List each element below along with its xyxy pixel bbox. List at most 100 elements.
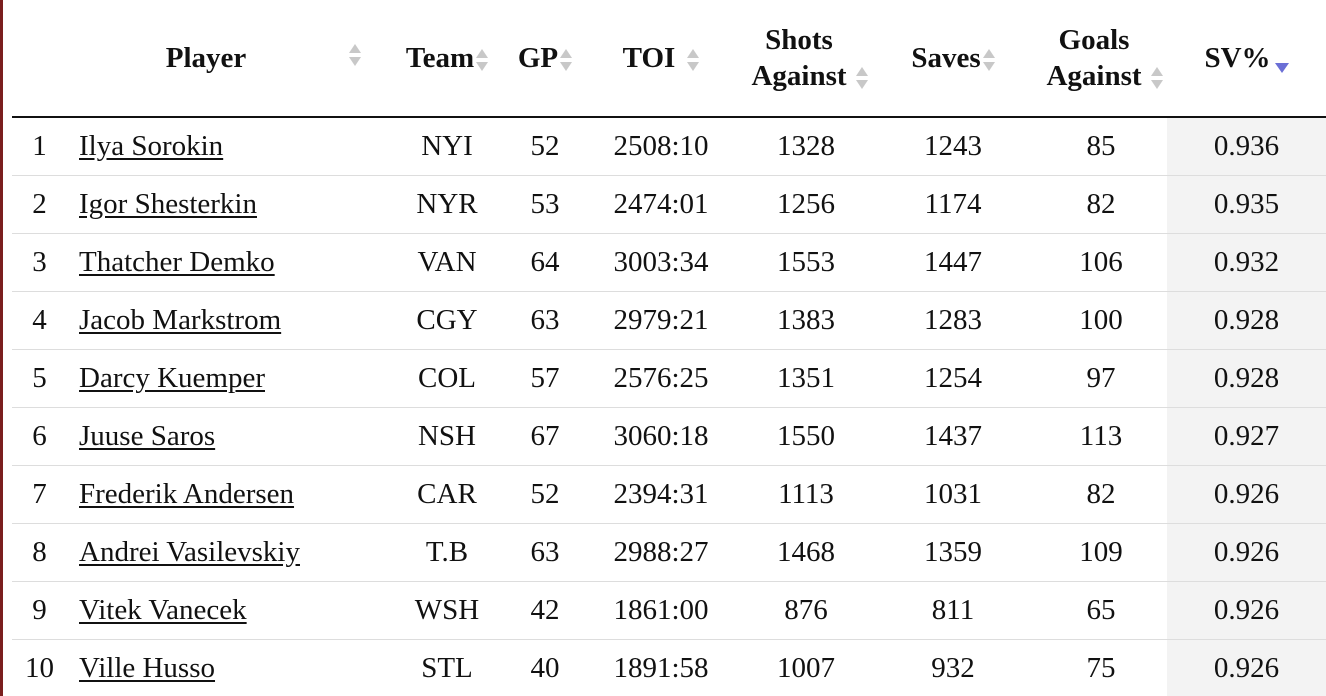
rank-cell: 3 — [12, 233, 67, 292]
header-goals-against[interactable]: Goals Against — [1035, 0, 1167, 118]
header-player[interactable]: Player — [67, 0, 385, 118]
player-link[interactable]: Andrei Vasilevskiy — [79, 535, 300, 568]
player-cell: Vitek Vanecek — [67, 581, 385, 640]
toi-cell: 1891:58 — [581, 639, 741, 696]
rank-cell: 8 — [12, 523, 67, 582]
gp-cell: 53 — [509, 175, 581, 234]
rank-cell: 1 — [12, 117, 67, 176]
team-cell: NSH — [385, 407, 509, 466]
sort-arrows-icon[interactable] — [1151, 63, 1163, 93]
saves-cell: 1174 — [871, 175, 1035, 234]
player-cell: Darcy Kuemper — [67, 349, 385, 408]
header-shots-against-label: Shots Against — [751, 24, 847, 92]
header-gp[interactable]: GP — [509, 0, 581, 118]
team-cell: NYI — [385, 117, 509, 176]
saves-cell: 1283 — [871, 291, 1035, 350]
toi-cell: 2576:25 — [581, 349, 741, 408]
shots-against-cell: 1113 — [741, 465, 871, 524]
saves-cell: 1243 — [871, 117, 1035, 176]
header-sv-pct[interactable]: SV% — [1167, 0, 1326, 118]
gp-cell: 63 — [509, 523, 581, 582]
player-cell: Jacob Markstrom — [67, 291, 385, 350]
sv-pct-cell: 0.935 — [1167, 175, 1326, 234]
toi-cell: 2394:31 — [581, 465, 741, 524]
player-link[interactable]: Ilya Sorokin — [79, 129, 224, 162]
sort-arrows-icon[interactable] — [982, 45, 995, 75]
player-link[interactable]: Jacob Markstrom — [79, 303, 282, 336]
goals-against-cell: 65 — [1035, 581, 1167, 640]
header-player-label: Player — [165, 42, 247, 74]
saves-cell: 1437 — [871, 407, 1035, 466]
player-link[interactable]: Darcy Kuemper — [79, 361, 265, 394]
goals-against-cell: 106 — [1035, 233, 1167, 292]
player-cell: Juuse Saros — [67, 407, 385, 466]
left-border — [0, 0, 3, 696]
sv-pct-cell: 0.928 — [1167, 291, 1326, 350]
team-cell: T.B — [385, 523, 509, 582]
sort-arrows-icon[interactable] — [476, 45, 489, 75]
shots-against-cell: 1383 — [741, 291, 871, 350]
header-team[interactable]: Team — [385, 0, 509, 118]
table-row: 7 Frederik Andersen CAR 52 2394:31 1113 … — [12, 465, 1326, 524]
team-cell: STL — [385, 639, 509, 696]
toi-cell: 2979:21 — [581, 291, 741, 350]
header-saves-label: Saves — [911, 42, 981, 74]
rank-cell: 10 — [12, 639, 67, 696]
table-row: 1 Ilya Sorokin NYI 52 2508:10 1328 1243 … — [12, 117, 1326, 176]
sort-arrows-icon[interactable] — [687, 45, 700, 75]
shots-against-cell: 1553 — [741, 233, 871, 292]
team-cell: CAR — [385, 465, 509, 524]
gp-cell: 42 — [509, 581, 581, 640]
sv-pct-cell: 0.926 — [1167, 465, 1326, 524]
header-rank — [12, 0, 67, 118]
sort-arrows-icon[interactable] — [856, 63, 868, 93]
toi-cell: 3003:34 — [581, 233, 741, 292]
sort-arrows-icon[interactable] — [349, 40, 361, 70]
header-shots-against[interactable]: Shots Against — [741, 0, 871, 118]
player-link[interactable]: Igor Shesterkin — [79, 187, 257, 220]
team-cell: CGY — [385, 291, 509, 350]
rank-cell: 4 — [12, 291, 67, 350]
player-cell: Ilya Sorokin — [67, 117, 385, 176]
player-link[interactable]: Thatcher Demko — [79, 245, 275, 278]
shots-against-cell: 1007 — [741, 639, 871, 696]
sort-arrows-icon[interactable] — [560, 45, 573, 75]
sv-pct-cell: 0.932 — [1167, 233, 1326, 292]
sv-pct-cell: 0.926 — [1167, 639, 1326, 696]
table-row: 3 Thatcher Demko VAN 64 3003:34 1553 144… — [12, 233, 1326, 292]
player-link[interactable]: Juuse Saros — [79, 419, 216, 452]
gp-cell: 52 — [509, 117, 581, 176]
player-link[interactable]: Ville Husso — [79, 651, 216, 684]
player-cell: Frederik Andersen — [67, 465, 385, 524]
goals-against-cell: 100 — [1035, 291, 1167, 350]
player-cell: Ville Husso — [67, 639, 385, 696]
table-header: Player Team GP TOI Shots Against Saves — [12, 0, 1326, 118]
table-row: 6 Juuse Saros NSH 67 3060:18 1550 1437 1… — [12, 407, 1326, 466]
sv-pct-cell: 0.927 — [1167, 407, 1326, 466]
gp-cell: 52 — [509, 465, 581, 524]
shots-against-cell: 1256 — [741, 175, 871, 234]
sv-pct-cell: 0.926 — [1167, 523, 1326, 582]
goals-against-cell: 82 — [1035, 175, 1167, 234]
header-saves[interactable]: Saves — [871, 0, 1035, 118]
saves-cell: 1447 — [871, 233, 1035, 292]
goals-against-cell: 75 — [1035, 639, 1167, 696]
saves-cell: 811 — [871, 581, 1035, 640]
header-gp-label: GP — [517, 42, 559, 74]
sort-desc-icon[interactable] — [1274, 63, 1289, 74]
saves-cell: 1254 — [871, 349, 1035, 408]
header-toi[interactable]: TOI — [581, 0, 741, 118]
header-toi-label: TOI — [622, 42, 676, 74]
table-row: 5 Darcy Kuemper COL 57 2576:25 1351 1254… — [12, 349, 1326, 408]
shots-against-cell: 1550 — [741, 407, 871, 466]
table-row: 4 Jacob Markstrom CGY 63 2979:21 1383 12… — [12, 291, 1326, 350]
team-cell: VAN — [385, 233, 509, 292]
goals-against-cell: 82 — [1035, 465, 1167, 524]
player-link[interactable]: Vitek Vanecek — [79, 593, 247, 626]
player-cell: Andrei Vasilevskiy — [67, 523, 385, 582]
shots-against-cell: 1328 — [741, 117, 871, 176]
header-row: Player Team GP TOI Shots Against Saves — [12, 0, 1326, 118]
gp-cell: 57 — [509, 349, 581, 408]
player-link[interactable]: Frederik Andersen — [79, 477, 295, 510]
